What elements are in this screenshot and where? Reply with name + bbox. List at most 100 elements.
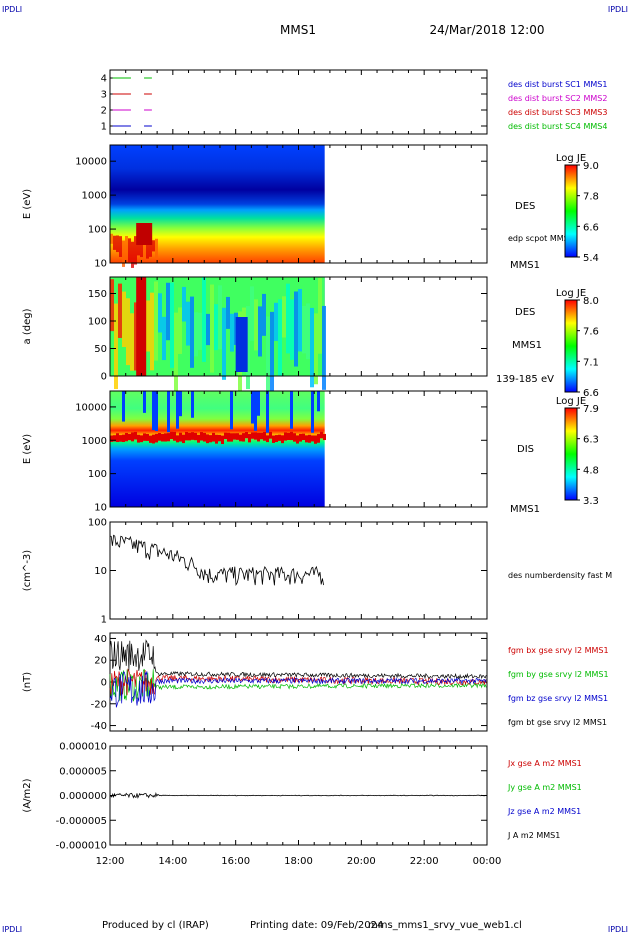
colorbar-tick-label: 9.0 <box>583 161 599 172</box>
current-panel: (A/m2) -0.000010 -0.000005 0.000000 0.000005… <box>22 742 582 852</box>
spectrogram-cell <box>122 240 125 267</box>
fgm-series <box>109 671 487 708</box>
colorbar-tick-label: 7.6 <box>583 327 599 338</box>
y-tick-label: 40 <box>94 634 107 645</box>
legend-entry: J A m2 MMS1 <box>507 831 560 840</box>
spectrogram-cell <box>194 312 198 357</box>
y-axis-label: (A/m2) <box>22 778 33 812</box>
spectrogram-cell <box>239 434 242 442</box>
spectrogram-cell <box>302 433 305 441</box>
spectrogram-cell <box>188 432 191 441</box>
spectrogram-cell <box>210 284 214 373</box>
spectrogram-cell <box>190 296 194 368</box>
colorbar-tick-label: 6.6 <box>583 222 599 233</box>
spectrogram-cell <box>233 433 236 440</box>
spectrogram-cell <box>224 432 227 440</box>
spectrogram-cell <box>284 432 287 441</box>
spectrogram-cell <box>185 431 188 441</box>
spectrogram-cell <box>215 434 218 444</box>
spectrogram-cell <box>178 307 182 354</box>
spectrogram-cell <box>282 296 286 338</box>
colorbar-title: Log JE <box>556 288 586 299</box>
spectrogram-cell <box>230 313 234 352</box>
spectrogram-cell <box>200 432 203 441</box>
panel-label: DES <box>515 201 535 212</box>
legend-entry: des dist burst SC1 MMS1 <box>508 80 607 89</box>
spectrogram-cell <box>143 433 146 441</box>
y-tick-label: 100 <box>88 225 107 236</box>
corner-label: IPDLI <box>2 5 22 14</box>
spectrogram-cell <box>254 432 257 440</box>
colorbar <box>564 164 578 258</box>
y-tick-label: 10 <box>94 566 107 577</box>
legend-entry: des dist burst SC2 MMS2 <box>508 94 607 103</box>
spectrogram-cell <box>116 433 119 443</box>
spectrogram-cell <box>158 432 161 441</box>
spectrogram-cell <box>248 434 251 443</box>
spectrogram-cell <box>146 240 149 259</box>
y-tick-label: 0.000000 <box>59 791 107 802</box>
panel-frame <box>109 69 488 135</box>
y-axis-label: (cm^-3) <box>22 550 33 591</box>
spectrogram-cell <box>113 435 116 442</box>
footer-printing: Printing date: 09/Feb/2024 <box>250 920 383 931</box>
y-tick-label: 50 <box>94 344 107 355</box>
spectrogram-cell <box>257 432 260 442</box>
spectrogram-cell <box>152 240 155 252</box>
x-tick-label: 20:00 <box>347 856 376 867</box>
spectrogram-cell <box>170 282 174 368</box>
spectrogram-cell <box>182 286 186 322</box>
corner-label: IPDLI <box>2 925 22 934</box>
spectrogram-cell <box>302 305 306 354</box>
y-tick-label: 0 <box>101 678 107 689</box>
spectrogram-cell <box>266 435 269 443</box>
spectrogram-cell <box>317 391 320 412</box>
y-tick-label: 10 <box>94 259 107 270</box>
colorbar-title: Log JE <box>556 396 586 407</box>
density-series <box>109 534 324 587</box>
spectrogram-cell <box>194 432 197 441</box>
spectrogram-cell <box>263 431 266 441</box>
spectrogram-cell <box>226 296 230 329</box>
spectrogram-cell <box>198 312 202 350</box>
spectrogram-cell <box>125 432 128 442</box>
y-tick-label: 10 <box>94 503 107 514</box>
des-energy-panel: E (eV) 10 100 1000 10000 DES edp scpot MMS1 MMS… <box>22 144 599 271</box>
y-axis-label: E (eV) <box>22 189 33 219</box>
legend-entry: fgm bz gse srvy l2 MMS1 <box>508 694 608 703</box>
y-tick-label: 100 <box>88 469 107 480</box>
spectrogram-cell <box>136 277 147 376</box>
spectrogram-cell <box>293 433 296 442</box>
spectrogram-cell <box>167 433 170 442</box>
y-tick-label: -20 <box>91 699 107 710</box>
spectrogram-cell <box>136 223 153 245</box>
spectrogram-cell <box>212 432 215 442</box>
colorbar-tick-label: 5.4 <box>583 253 599 264</box>
y-tick-label: 10000 <box>75 157 107 168</box>
panel-sublabel: 139-185 eV <box>496 374 554 385</box>
spectrogram-cell <box>149 235 152 257</box>
fgm-series <box>109 668 487 702</box>
dis-energy-panel: E (eV) 10 100 1000 10000 DIS MMS1 Log JE7.9 6.3 4… <box>22 390 599 515</box>
y-tick-label: -0.000005 <box>56 816 107 827</box>
spectrogram-cell <box>214 304 218 351</box>
legend-entry: fgm bx gse srvy l2 MMS1 <box>508 646 609 655</box>
footer-produced: Produced by cl (IRAP) <box>102 920 209 931</box>
spectrogram-cell <box>251 432 254 439</box>
spectrogram-cell <box>134 236 137 265</box>
spectrogram-cell <box>150 292 154 371</box>
spectrogram-cell <box>113 235 116 250</box>
spectrogram-cell <box>221 435 224 445</box>
spectrogram-cell <box>146 433 149 441</box>
spectrogram-cell <box>320 431 323 439</box>
y-tick-label: 100 <box>88 518 107 529</box>
y-tick-label: -40 <box>91 721 107 732</box>
panel-sublabel: MMS1 <box>510 504 540 515</box>
spectrogram-cell <box>209 435 212 443</box>
spectrogram-cell <box>251 391 254 424</box>
y-tick-label: 1000 <box>82 191 107 202</box>
spectrogram-cell <box>154 281 158 361</box>
colorbar <box>564 407 578 501</box>
